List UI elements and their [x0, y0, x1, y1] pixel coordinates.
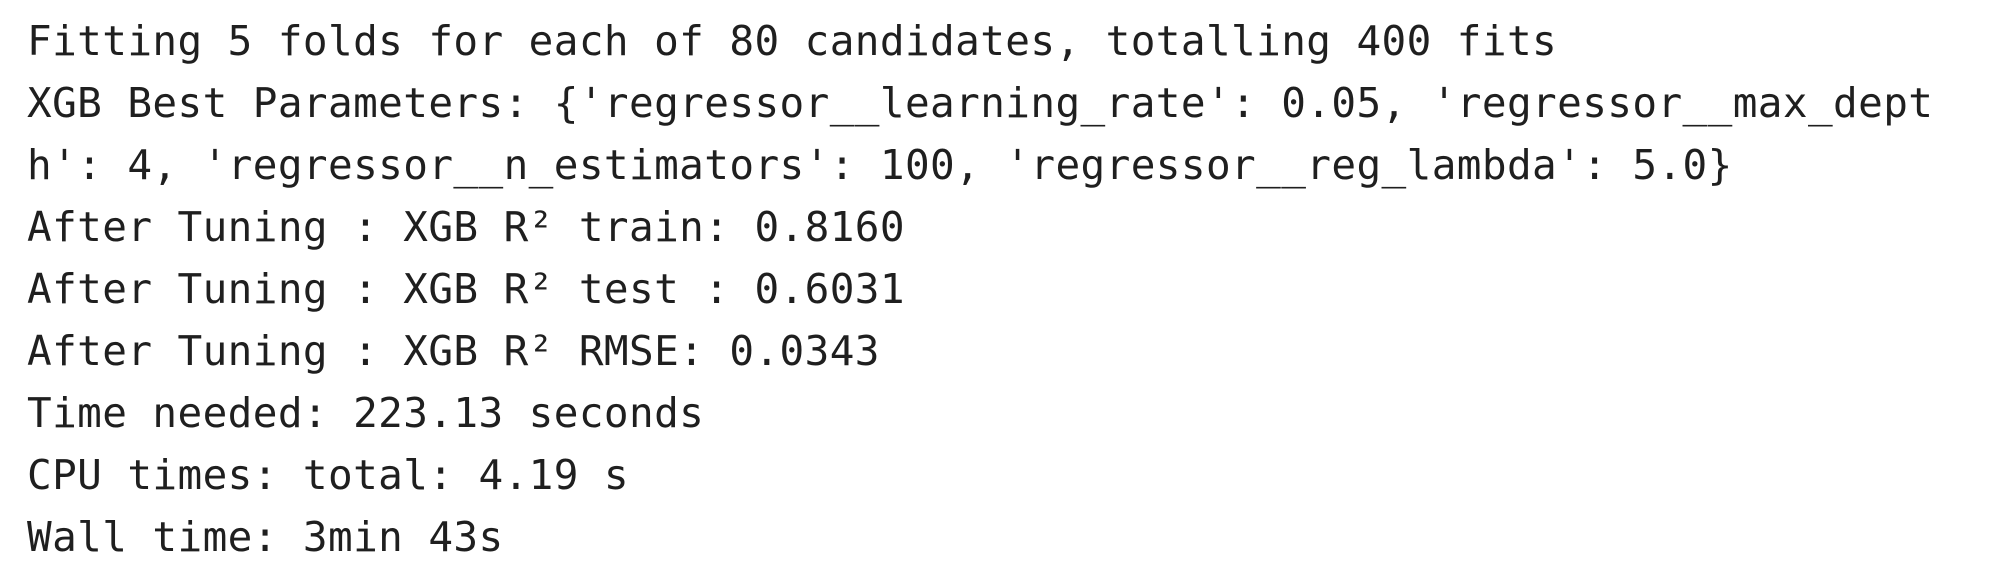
best-parameters-line-continued: h': 4, 'regressor__n_estimators': 100, '… — [27, 141, 1733, 189]
fitting-summary-line: Fitting 5 folds for each of 80 candidate… — [27, 17, 1558, 65]
r2-test-line: After Tuning : XGB R² test : 0.6031 — [27, 265, 905, 313]
wall-time-line: Wall time: 3min 43s — [27, 513, 504, 561]
cpu-times-line: CPU times: total: 4.19 s — [27, 451, 630, 499]
rmse-line: After Tuning : XGB R² RMSE: 0.0343 — [27, 327, 880, 375]
cell-output: Fitting 5 folds for each of 80 candidate… — [27, 17, 1934, 561]
time-needed-line: Time needed: 223.13 seconds — [27, 389, 705, 437]
r2-train-line: After Tuning : XGB R² train: 0.8160 — [27, 203, 905, 251]
best-parameters-line: XGB Best Parameters: {'regressor__learni… — [27, 79, 1934, 127]
